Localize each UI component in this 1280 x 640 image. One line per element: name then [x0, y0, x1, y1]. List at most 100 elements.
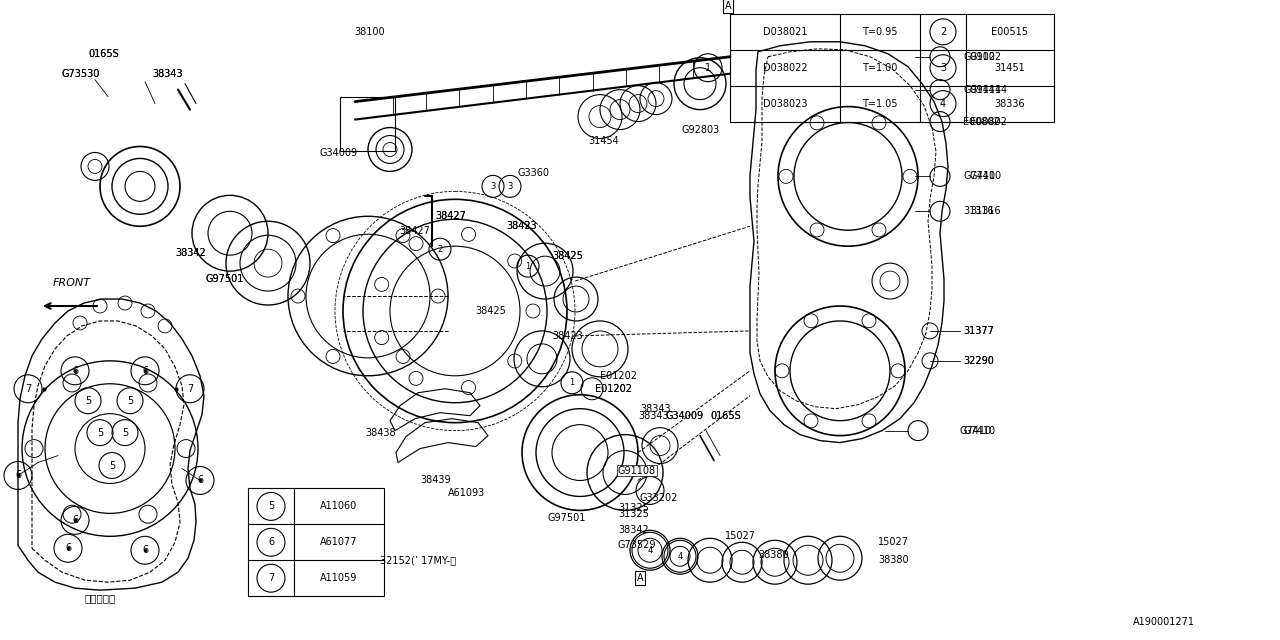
Text: A11059: A11059 [320, 573, 357, 583]
Text: FRONT: FRONT [52, 278, 91, 288]
Text: 7: 7 [24, 384, 31, 394]
Text: 0165S: 0165S [88, 49, 119, 59]
Text: G9102: G9102 [963, 52, 995, 61]
Text: A11060: A11060 [320, 501, 357, 511]
Text: 5: 5 [122, 428, 128, 438]
Text: D038023: D038023 [763, 99, 808, 109]
Text: 31451: 31451 [995, 63, 1025, 73]
Text: 38100: 38100 [355, 27, 385, 37]
Text: 15027: 15027 [724, 531, 756, 541]
Text: T=1.00: T=1.00 [863, 63, 897, 73]
Text: G7410: G7410 [970, 172, 1002, 181]
Bar [248, 488, 384, 596]
Text: A: A [636, 573, 644, 583]
Text: G73530: G73530 [61, 68, 100, 79]
Text: 3: 3 [490, 182, 495, 191]
Text: G34009: G34009 [666, 411, 703, 420]
Text: 38343: 38343 [152, 68, 183, 79]
Text: 38423: 38423 [552, 331, 582, 341]
Text: T=0.95: T=0.95 [863, 27, 897, 37]
Text: 38380: 38380 [878, 556, 909, 565]
Text: 6: 6 [72, 366, 78, 376]
Text: 6: 6 [268, 538, 274, 547]
Text: 31377: 31377 [963, 326, 993, 336]
Text: 4: 4 [940, 99, 946, 109]
Text: A61077: A61077 [320, 538, 357, 547]
Text: E01202: E01202 [600, 371, 637, 381]
Text: 3: 3 [507, 182, 513, 191]
Text: 38423: 38423 [506, 221, 536, 231]
Text: 7: 7 [187, 384, 193, 394]
Text: 1: 1 [570, 378, 575, 387]
Text: G97501: G97501 [548, 513, 586, 524]
Text: 31325: 31325 [618, 509, 649, 520]
Text: 38342: 38342 [618, 525, 649, 535]
Text: A61093: A61093 [448, 488, 485, 499]
Text: 31454: 31454 [588, 136, 618, 147]
Text: E00515: E00515 [992, 27, 1029, 37]
Text: 2: 2 [438, 244, 443, 253]
Text: G91414: G91414 [963, 84, 1001, 95]
Text: 4: 4 [677, 552, 682, 561]
Text: 38425: 38425 [552, 251, 582, 261]
Text: 38425: 38425 [475, 306, 506, 316]
Text: 6: 6 [65, 543, 72, 553]
Text: G73530: G73530 [61, 68, 100, 79]
Bar [730, 14, 1053, 122]
Text: 5: 5 [109, 461, 115, 470]
Text: 7: 7 [268, 573, 274, 583]
Text: G7410: G7410 [963, 172, 995, 181]
Text: 31316: 31316 [963, 206, 993, 216]
Text: 38427: 38427 [399, 226, 430, 236]
Text: 38427: 38427 [435, 211, 466, 221]
Bar [340, 97, 396, 152]
Text: T=1.05: T=1.05 [863, 99, 897, 109]
Text: G91108: G91108 [618, 465, 657, 476]
Text: 0165S: 0165S [710, 411, 741, 420]
Text: 〈後方図〉: 〈後方図〉 [84, 593, 115, 603]
Text: 32290: 32290 [963, 356, 993, 366]
Text: G97501: G97501 [205, 274, 243, 284]
Text: E01202: E01202 [595, 384, 632, 394]
Text: 38343: 38343 [637, 411, 668, 420]
Text: 5: 5 [127, 396, 133, 406]
Text: 38423: 38423 [506, 221, 536, 231]
Text: 38425: 38425 [552, 251, 582, 261]
Text: G7410: G7410 [960, 426, 992, 436]
Text: 5: 5 [268, 501, 274, 511]
Text: A190001271: A190001271 [1133, 617, 1196, 627]
Text: 1: 1 [525, 262, 531, 271]
Text: 31377: 31377 [963, 326, 993, 336]
Text: 6: 6 [72, 515, 78, 525]
Text: 32152(’ 17MY-）: 32152(’ 17MY-） [380, 556, 456, 565]
Text: D038021: D038021 [763, 27, 808, 37]
Text: 31316: 31316 [970, 206, 1001, 216]
Text: 6: 6 [15, 470, 20, 481]
Text: 5: 5 [84, 396, 91, 406]
Text: G97501: G97501 [205, 274, 243, 284]
Text: G3360: G3360 [518, 168, 550, 179]
Text: G34009: G34009 [320, 148, 358, 159]
Text: 38342: 38342 [175, 248, 206, 258]
Text: 6: 6 [142, 545, 148, 556]
Text: 1: 1 [705, 63, 712, 73]
Text: 3: 3 [940, 63, 946, 73]
Text: 0165S: 0165S [710, 411, 741, 420]
Text: 2: 2 [940, 27, 946, 37]
Text: E01202: E01202 [595, 384, 632, 394]
Text: 38427: 38427 [435, 211, 466, 221]
Text: G34009: G34009 [666, 411, 703, 420]
Text: 0165S: 0165S [88, 49, 119, 59]
Text: G33202: G33202 [640, 493, 678, 504]
Text: E00802: E00802 [970, 116, 1007, 127]
Text: G92803: G92803 [682, 125, 721, 134]
Text: 32290: 32290 [963, 356, 993, 366]
Text: 38342: 38342 [175, 248, 206, 258]
Text: 38380: 38380 [758, 550, 788, 560]
Text: G7410: G7410 [963, 426, 995, 436]
Text: 4: 4 [648, 546, 653, 555]
Text: A: A [724, 1, 731, 11]
Text: G91414: G91414 [970, 84, 1009, 95]
Text: 15027: 15027 [878, 538, 909, 547]
Text: G9102: G9102 [970, 52, 1002, 61]
